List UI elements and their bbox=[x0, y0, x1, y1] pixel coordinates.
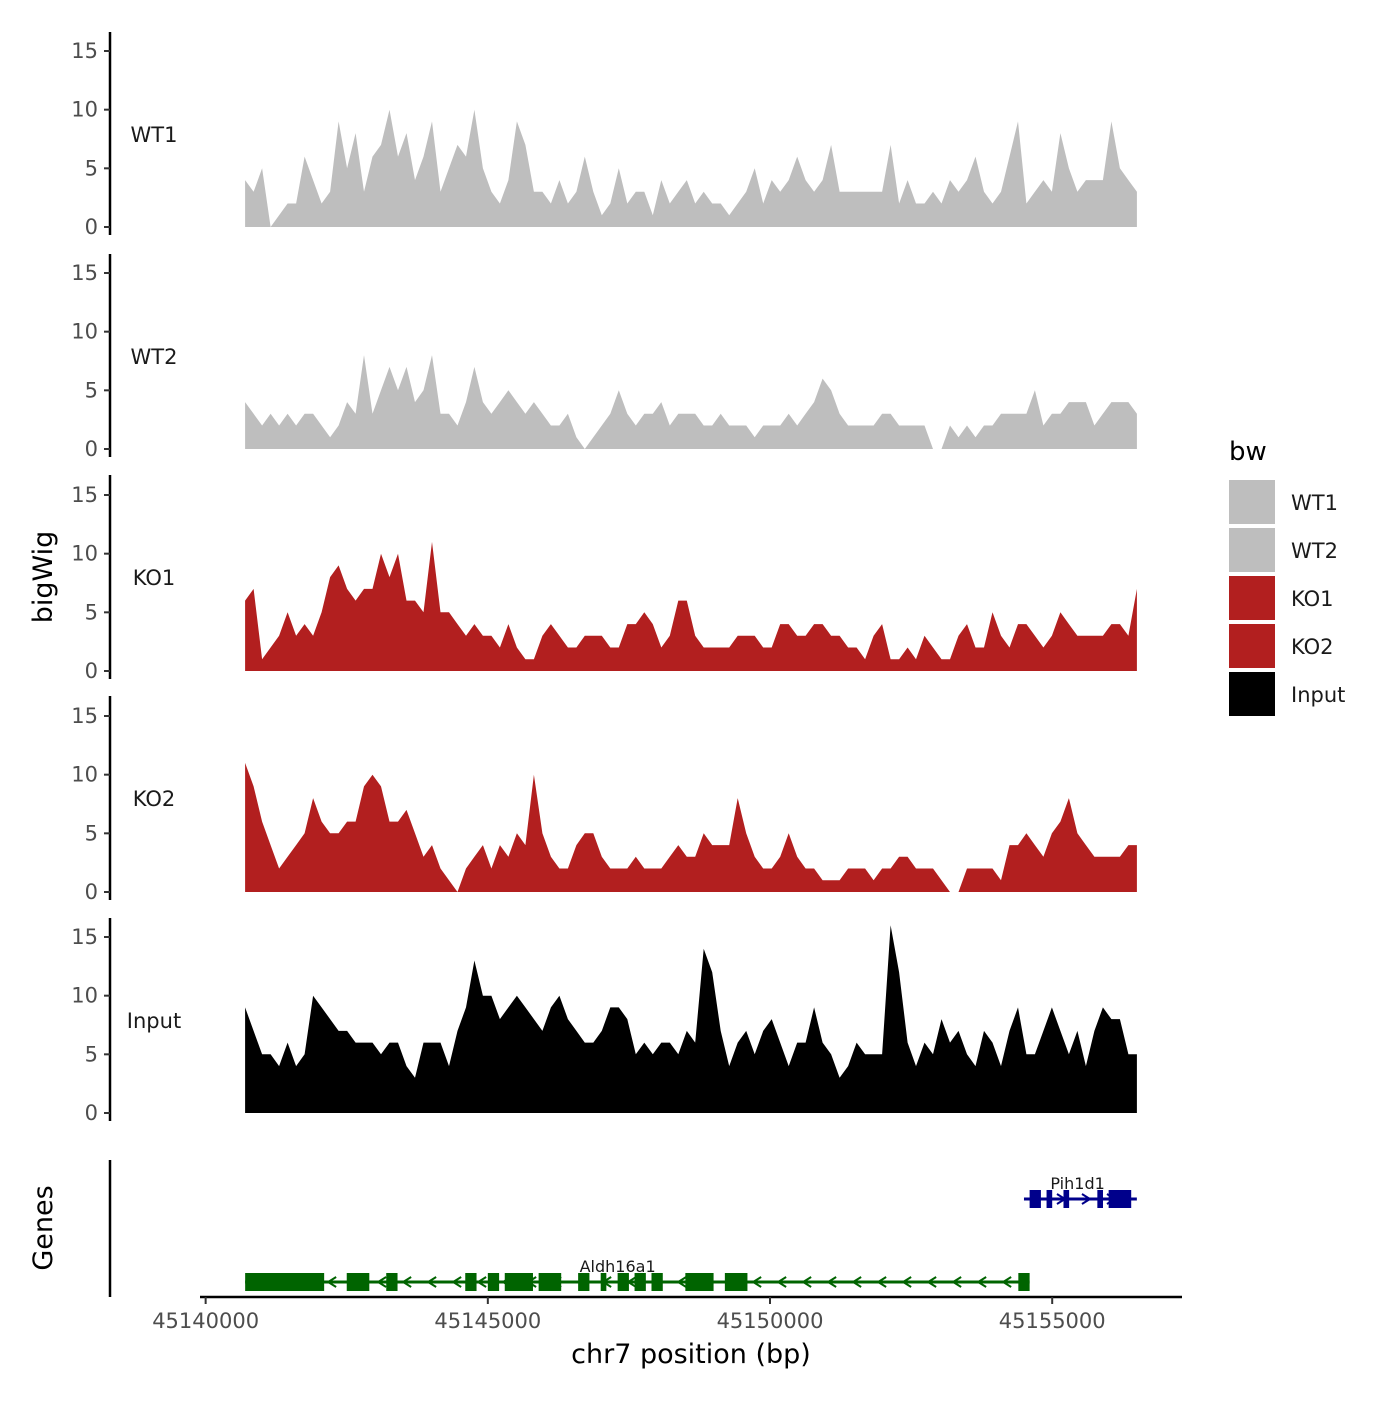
y-tick-label: 10 bbox=[71, 542, 98, 566]
y-tick-label: 10 bbox=[71, 763, 98, 787]
exon-pih1d1 bbox=[1046, 1190, 1053, 1208]
exon-aldh16a1 bbox=[538, 1273, 562, 1291]
y-tick-label: 0 bbox=[85, 1101, 98, 1125]
exon-aldh16a1 bbox=[504, 1273, 533, 1291]
legend-label-input: Input bbox=[1291, 683, 1345, 707]
exon-aldh16a1 bbox=[487, 1273, 500, 1291]
y-tick-label: 15 bbox=[71, 261, 98, 285]
legend-title: bw bbox=[1229, 437, 1267, 467]
strand-arrow-icon bbox=[326, 1276, 337, 1288]
exon-pih1d1 bbox=[1108, 1190, 1132, 1208]
legend-swatch-ko1 bbox=[1229, 576, 1275, 620]
y-tick-label: 15 bbox=[71, 483, 98, 507]
y-tick-label: 0 bbox=[85, 437, 98, 461]
legend-label-ko2: KO2 bbox=[1291, 635, 1334, 659]
strand-arrow-icon bbox=[401, 1276, 412, 1288]
strand-arrow-icon bbox=[476, 1276, 487, 1288]
y-tick-label: 10 bbox=[71, 984, 98, 1008]
gene-label-aldh16a1: Aldh16a1 bbox=[580, 1257, 656, 1276]
track-label-wt2: WT2 bbox=[131, 345, 178, 369]
track-label-wt1: WT1 bbox=[131, 123, 178, 147]
gene-label-pih1d1: Pih1d1 bbox=[1050, 1174, 1104, 1193]
exon-aldh16a1 bbox=[685, 1273, 714, 1291]
y-tick-label: 10 bbox=[71, 320, 98, 344]
y-tick-label: 10 bbox=[71, 98, 98, 122]
track-label-ko1: KO1 bbox=[133, 566, 176, 590]
strand-arrow-icon bbox=[826, 1276, 837, 1288]
y-tick-label: 0 bbox=[85, 880, 98, 904]
legend-swatch-wt2 bbox=[1229, 528, 1275, 572]
exon-pih1d1 bbox=[1029, 1190, 1041, 1208]
strand-arrow-icon bbox=[951, 1276, 962, 1288]
exon-aldh16a1 bbox=[245, 1273, 325, 1291]
strand-arrow-icon bbox=[1081, 1193, 1092, 1205]
x-tick-label: 45150000 bbox=[717, 1309, 824, 1333]
y-tick-label: 5 bbox=[85, 821, 98, 845]
strand-arrow-icon bbox=[926, 1276, 937, 1288]
legend-label-wt1: WT1 bbox=[1291, 491, 1338, 515]
strand-arrow-icon bbox=[976, 1276, 987, 1288]
x-tick-label: 45140000 bbox=[152, 1309, 259, 1333]
exon-aldh16a1 bbox=[651, 1273, 663, 1291]
x-axis-title: chr7 position (bp) bbox=[571, 1339, 811, 1370]
legend-swatch-ko2 bbox=[1229, 624, 1275, 668]
exon-aldh16a1 bbox=[724, 1273, 748, 1291]
strand-arrow-icon bbox=[751, 1276, 762, 1288]
strand-arrow-icon bbox=[376, 1276, 387, 1288]
y-tick-label: 5 bbox=[85, 1042, 98, 1066]
strand-arrow-icon bbox=[876, 1276, 887, 1288]
y-axis-title: bigWig bbox=[28, 531, 59, 624]
y-tick-label: 0 bbox=[85, 659, 98, 683]
legend-label-ko1: KO1 bbox=[1291, 587, 1334, 611]
genes-panel-label: Genes bbox=[28, 1185, 59, 1270]
legend-label-wt2: WT2 bbox=[1291, 539, 1338, 563]
track-area-wt1 bbox=[245, 109, 1137, 227]
y-tick-label: 15 bbox=[71, 925, 98, 949]
strand-arrow-icon bbox=[851, 1276, 862, 1288]
exon-aldh16a1 bbox=[346, 1273, 370, 1291]
exon-pih1d1 bbox=[1063, 1190, 1070, 1208]
exon-aldh16a1 bbox=[386, 1273, 398, 1291]
exon-pih1d1 bbox=[1097, 1190, 1103, 1208]
exon-aldh16a1 bbox=[634, 1273, 646, 1291]
track-area-ko2 bbox=[245, 762, 1137, 892]
track-area-ko1 bbox=[245, 541, 1137, 671]
strand-arrow-icon bbox=[1001, 1276, 1012, 1288]
y-tick-label: 15 bbox=[71, 704, 98, 728]
y-tick-label: 15 bbox=[71, 39, 98, 63]
strand-arrow-icon bbox=[451, 1276, 462, 1288]
exon-aldh16a1 bbox=[617, 1273, 629, 1291]
track-area-wt2 bbox=[245, 355, 1137, 449]
y-tick-label: 5 bbox=[85, 156, 98, 180]
x-tick-label: 45145000 bbox=[434, 1309, 541, 1333]
strand-arrow-icon bbox=[901, 1276, 912, 1288]
y-tick-label: 5 bbox=[85, 378, 98, 402]
strand-arrow-icon bbox=[801, 1276, 812, 1288]
track-label-input: Input bbox=[127, 1009, 181, 1033]
exon-aldh16a1 bbox=[465, 1273, 477, 1291]
exon-aldh16a1 bbox=[1018, 1273, 1030, 1291]
y-tick-label: 0 bbox=[85, 215, 98, 239]
strand-arrow-icon bbox=[776, 1276, 787, 1288]
exon-aldh16a1 bbox=[578, 1273, 590, 1291]
legend-swatch-input bbox=[1229, 672, 1275, 716]
y-tick-label: 5 bbox=[85, 600, 98, 624]
strand-arrow-icon bbox=[676, 1276, 687, 1288]
exon-aldh16a1 bbox=[600, 1273, 607, 1291]
x-tick-label: 45155000 bbox=[999, 1309, 1106, 1333]
strand-arrow-icon bbox=[426, 1276, 437, 1288]
track-label-ko2: KO2 bbox=[133, 787, 176, 811]
legend-swatch-wt1 bbox=[1229, 480, 1275, 524]
track-area-input bbox=[245, 925, 1137, 1113]
